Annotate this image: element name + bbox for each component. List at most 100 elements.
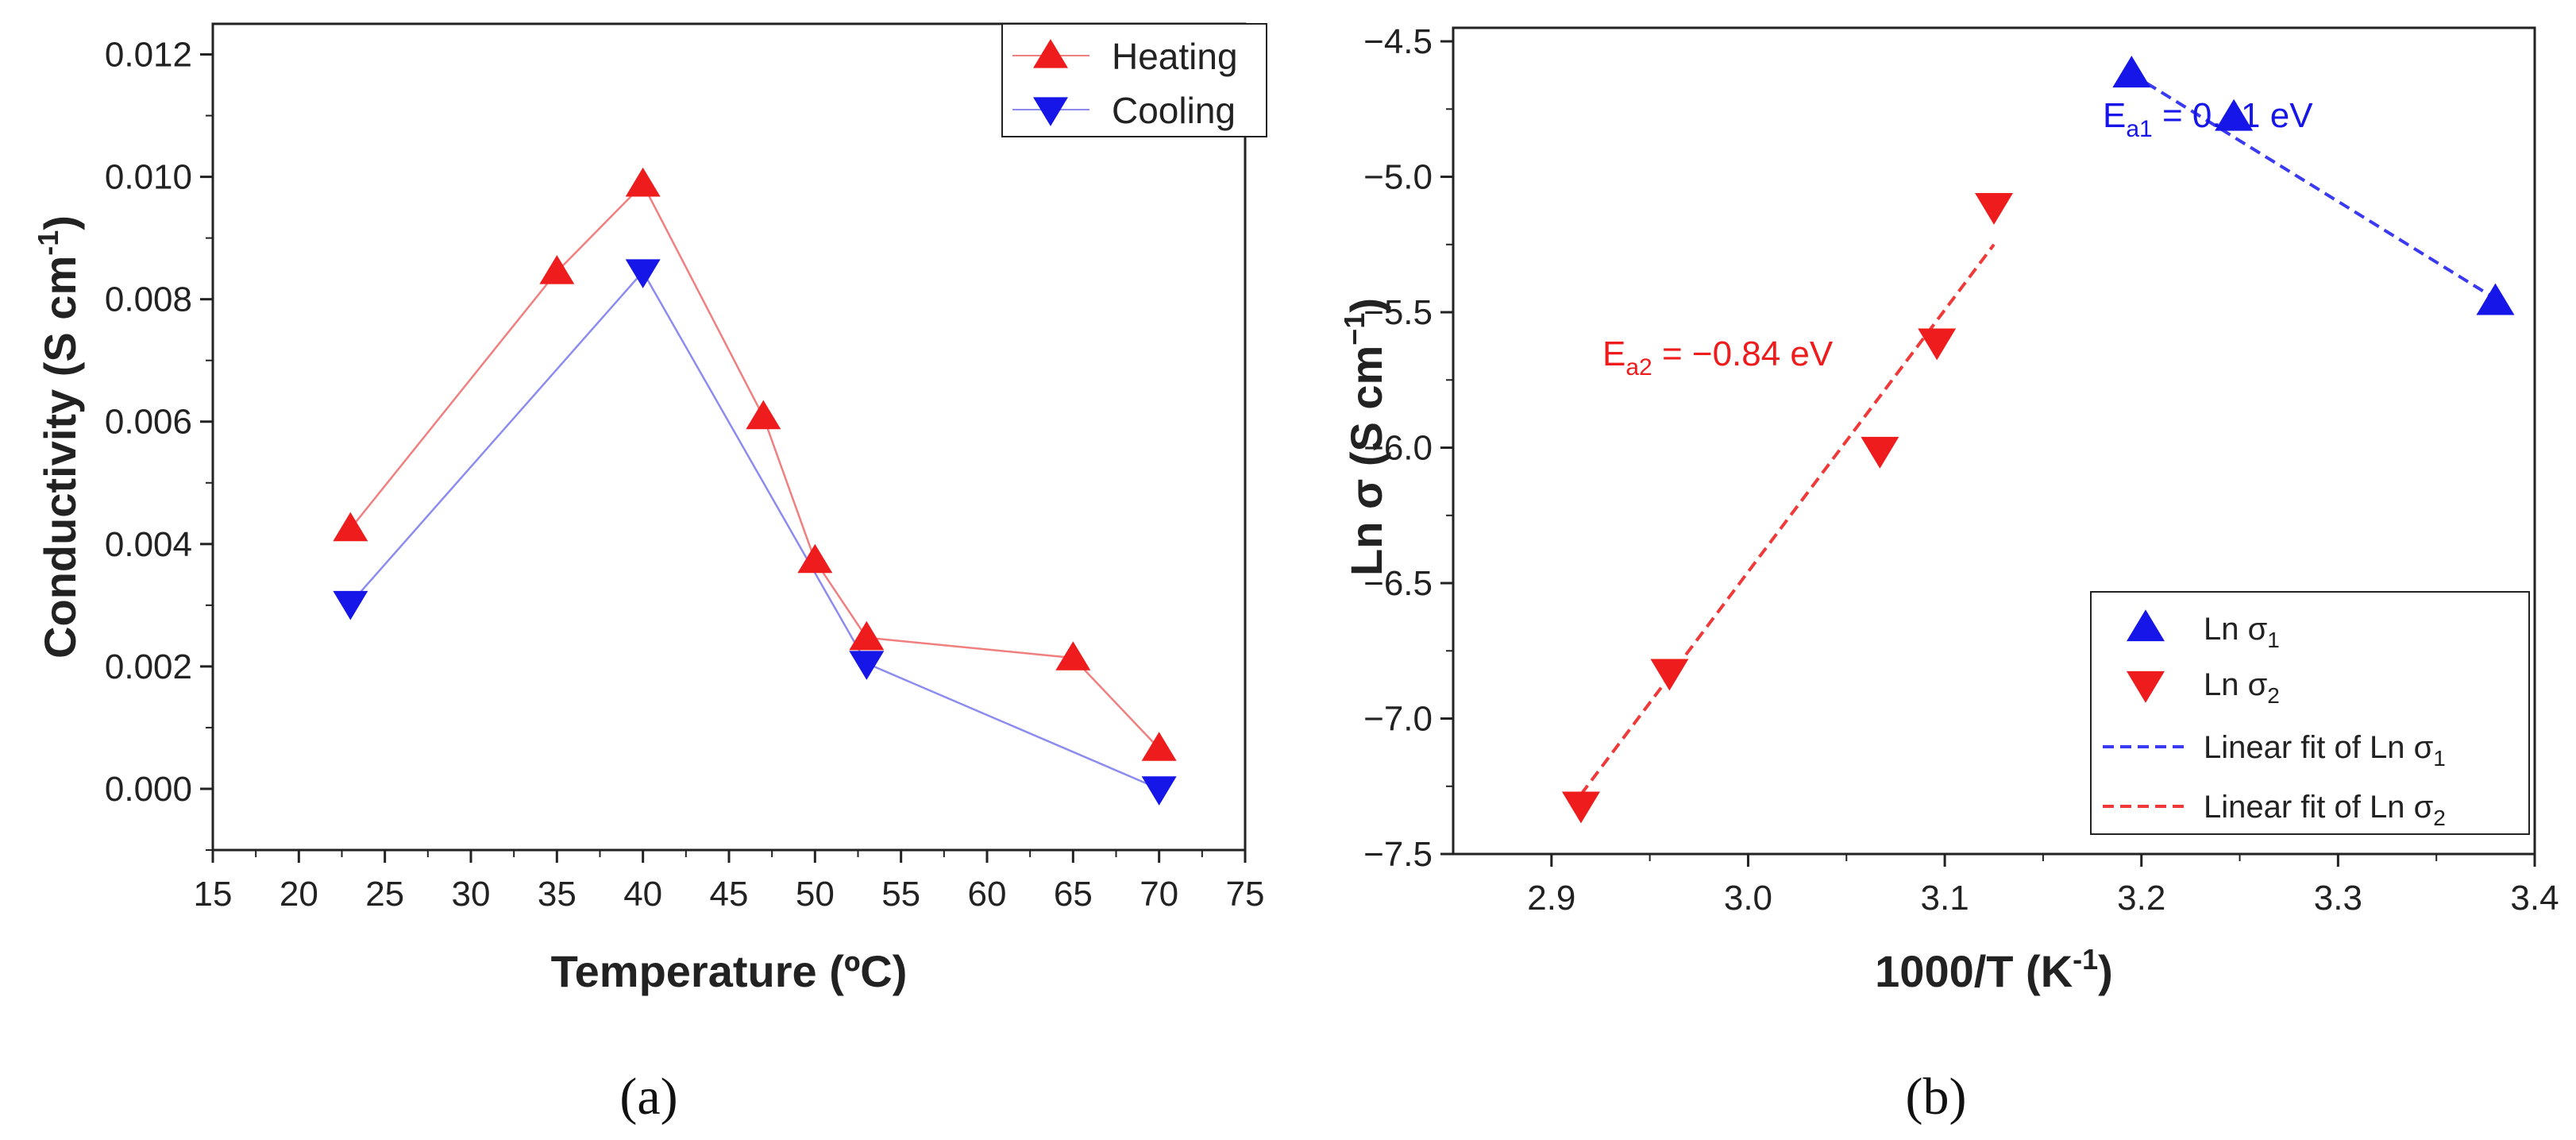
legend-fit2-sub: 2	[2433, 806, 2446, 830]
panel-a-x-axis-label: Temperature (ºC)	[551, 946, 908, 996]
x-tick-label: 25	[365, 875, 404, 914]
data-point-ln-sigma1	[2215, 99, 2254, 131]
fit-line-2	[1579, 243, 1996, 796]
panel-b-label: (b)	[1906, 1068, 1967, 1126]
panel-b-legend: Ln σ1 Ln σ2 Linear fit of Ln σ1 Linear f…	[2090, 591, 2530, 835]
panel-a-y-label-close: )	[35, 215, 85, 230]
panel-a-y-label-main: Conductivity (S cm	[35, 256, 85, 659]
legend-ln-sigma2-text: Ln σ	[2204, 667, 2268, 702]
panel-b-chart: 2.9 3.0 3.1 3.2 3.3 3.4 −7.5 −7.0 −6.5 −6.0 −5.5 −5…	[1338, 22, 2559, 1126]
y-tick-label: 0.008	[105, 280, 192, 319]
x-tick-label: 60	[968, 875, 1007, 914]
annotation-ea1-sub: a1	[2126, 116, 2152, 142]
x-tick-label: 30	[452, 875, 491, 914]
annotation-ea2-e: E	[1602, 334, 1625, 373]
data-point-heating	[625, 167, 661, 197]
y-tick-label: −7.5	[1363, 835, 1433, 874]
panel-b-x-label-sup: -1	[2073, 943, 2098, 976]
x-tick-label: 45	[710, 875, 749, 914]
x-tick-label: 65	[1054, 875, 1093, 914]
data-point-cooling	[333, 590, 368, 620]
x-tick-label: 75	[1226, 875, 1265, 914]
data-point-heating	[1055, 641, 1091, 670]
x-tick-label: 40	[623, 875, 662, 914]
panel-b-x-axis-label: 1000/T (K-1)	[1875, 943, 2113, 996]
legend-ln-sigma2-sub: 2	[2267, 683, 2280, 708]
x-tick-label: 15	[194, 875, 233, 914]
panel-a-y-label-sup: -1	[32, 230, 64, 256]
x-tick-label: 50	[796, 875, 835, 914]
panel-b-y-label-main: Ln σ (S cm	[1341, 346, 1391, 576]
y-tick-label: −7.0	[1363, 700, 1433, 739]
y-tick-label: −6.0	[1363, 429, 1433, 468]
data-point-heating	[539, 255, 575, 284]
legend-fit1-sub: 1	[2433, 746, 2446, 771]
data-point-cooling	[1141, 776, 1177, 806]
y-tick-label: −6.5	[1363, 564, 1433, 603]
data-point-ln-sigma2	[1861, 436, 1899, 469]
x-tick-label: 70	[1140, 875, 1178, 914]
x-tick-label: 3.4	[2510, 879, 2559, 918]
y-tick-label: 0.010	[105, 158, 192, 197]
data-point-heating	[797, 543, 833, 574]
x-tick-label: 20	[280, 875, 318, 914]
data-point-heating	[849, 620, 885, 651]
panel-b-y-label-sup: −1	[1338, 313, 1371, 346]
data-point-heating	[333, 512, 368, 542]
y-tick-label: −4.5	[1363, 22, 1433, 61]
legend-fit1-label: Linear fit of Ln σ1	[2204, 730, 2446, 771]
annotation-ea1-e: E	[2103, 96, 2126, 135]
legend-cooling-marker	[1033, 97, 1068, 126]
data-point-ln-sigma2	[1561, 791, 1600, 824]
legend-cooling-label: Cooling	[1112, 90, 1236, 131]
annotation-ea1-value: = 0.41 eV	[2153, 96, 2313, 135]
x-tick-label: 2.9	[1527, 879, 1575, 918]
legend-ln-sigma1-marker	[2127, 609, 2165, 642]
series-line-heating	[349, 182, 1160, 749]
x-tick-label: 3.1	[1921, 879, 1969, 918]
annotation-ea2-value: = −0.84 eV	[1652, 334, 1834, 373]
legend-ln-sigma1-label: Ln σ1	[2204, 612, 2280, 652]
panel-a-label: (a)	[619, 1068, 677, 1126]
data-point-ln-sigma1	[2476, 283, 2515, 315]
legend-fit1-text: Linear fit of Ln σ	[2204, 730, 2434, 765]
panel-b-y-axis-label: Ln σ (S cm−1)	[1338, 298, 1391, 576]
series-line-cooling	[349, 269, 1160, 790]
data-point-ln-sigma1	[2112, 56, 2151, 88]
y-tick-label: 0.002	[105, 647, 192, 686]
annotation-ea2-sub: a2	[1625, 354, 1652, 381]
data-point-heating	[746, 400, 781, 430]
legend-ln-sigma2-marker	[2127, 670, 2165, 703]
panel-a-legend: Heating Cooling	[1001, 23, 1267, 137]
legend-ln-sigma1-sub: 1	[2267, 628, 2280, 652]
panel-a-y-axis-label: Conductivity (S cm-1)	[32, 215, 85, 659]
x-tick-label: 3.2	[2117, 879, 2165, 918]
panel-b-legend-box	[2090, 591, 2530, 835]
panel-b-plot-frame	[1452, 26, 2536, 856]
y-tick-label: −5.0	[1363, 158, 1433, 197]
panel-a-plot-frame	[211, 22, 1247, 852]
legend-fit2-text: Linear fit of Ln σ	[2204, 790, 2434, 825]
y-tick-label: 0.012	[105, 36, 192, 75]
x-tick-label: 3.0	[1724, 879, 1772, 918]
data-point-ln-sigma2	[1650, 659, 1689, 691]
x-tick-label: 3.3	[2314, 879, 2362, 918]
legend-heating-marker	[1033, 39, 1068, 68]
y-tick-label: −5.5	[1363, 293, 1433, 332]
fit-line-1	[2131, 72, 2497, 300]
data-point-heating	[1141, 732, 1177, 761]
x-tick-label: 55	[881, 875, 920, 914]
panel-a-chart: 15 20 25 30 35 40 45 50 55 60 65 70 75 0.000 0.002 0.00…	[32, 22, 1267, 1126]
y-tick-label: 0.006	[105, 403, 192, 442]
data-point-ln-sigma2	[1918, 328, 1957, 361]
legend-ln-sigma1-text: Ln σ	[2204, 612, 2268, 647]
legend-ln-sigma2-label: Ln σ2	[2204, 667, 2280, 708]
data-point-cooling	[849, 651, 885, 680]
panel-b-y-label-close: )	[1341, 298, 1391, 313]
annotation-ea2: Ea2 = −0.84 eV	[1602, 334, 1834, 381]
y-tick-label: 0.004	[105, 525, 192, 564]
legend-heating-label: Heating	[1112, 36, 1238, 77]
panel-b-x-label-close: )	[2098, 946, 2113, 996]
y-tick-label: 0.000	[105, 770, 192, 809]
